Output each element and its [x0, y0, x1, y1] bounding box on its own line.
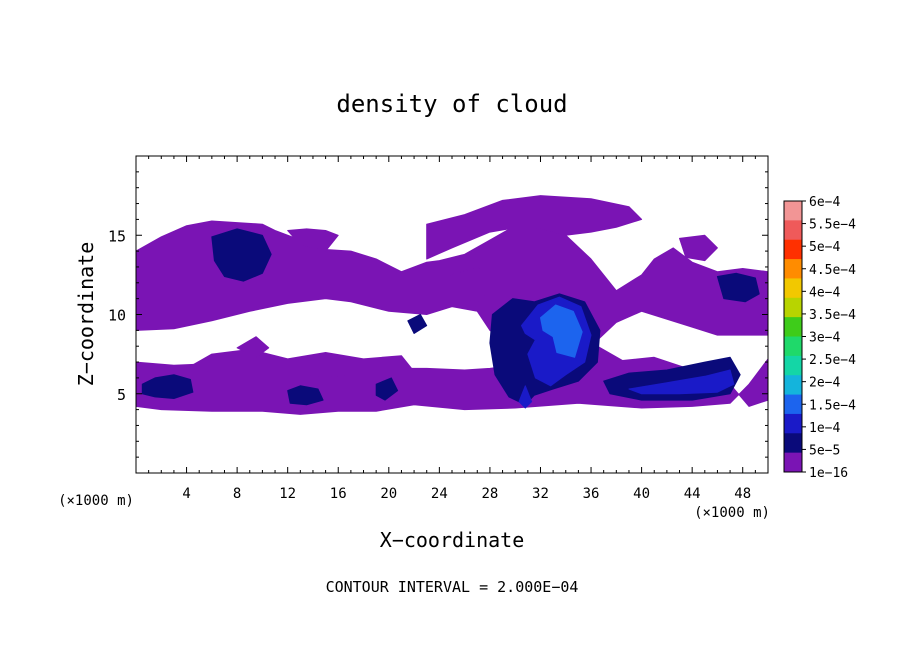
density-region-11 [211, 228, 272, 282]
colorbar-swatch [784, 201, 802, 221]
colorbar-label: 1e−16 [809, 466, 848, 481]
colorbar: 6e−4 5.5e−4 5e−4 4.5e−4 4e−4 3.5e−4 3e−4 2.5e−4… [783, 195, 856, 481]
x-tick-label: 36 [583, 486, 600, 502]
colorbar-label: 4e−4 [809, 285, 840, 300]
colorbar-label: 5e−4 [809, 240, 840, 255]
chart-title: density of cloud [336, 90, 567, 118]
density-region-17 [518, 385, 533, 409]
colorbar-label: 4.5e−4 [809, 263, 856, 278]
x-tick-label: 48 [734, 486, 751, 502]
colorbar-label: 3.5e−4 [809, 308, 856, 323]
y-tick-label: 10 [108, 307, 126, 325]
colorbar-swatch [784, 259, 802, 279]
colorbar-swatch [784, 239, 802, 260]
density-region-7 [236, 336, 270, 358]
density-region-5 [445, 266, 497, 303]
x-tick-label: 24 [431, 486, 448, 502]
colorbar-swatch [784, 297, 802, 318]
colorbar-label: 5.5e−4 [809, 218, 856, 233]
x-tick-label: 32 [532, 486, 549, 502]
x-unit-label: (×1000 m) [694, 505, 770, 521]
x-tick-label: 8 [233, 486, 241, 502]
density-region-13 [407, 314, 428, 334]
colorbar-label: 2e−4 [809, 376, 840, 391]
colorbar-label: 6e−4 [809, 195, 840, 210]
y-tick-label: 15 [108, 227, 126, 245]
density-region-8 [141, 374, 194, 399]
density-region-18 [628, 369, 735, 395]
colorbar-label: 5e−5 [809, 443, 840, 458]
colorbar-swatch [784, 433, 802, 454]
density-region-3 [426, 195, 643, 260]
colorbar-swatch [784, 317, 802, 337]
colorbar-swatch [784, 375, 802, 396]
colorbar-label: 1.5e−4 [809, 398, 856, 413]
density-region-4 [679, 234, 718, 262]
x-tick-label: 28 [481, 486, 498, 502]
colorbar-label: 2.5e−4 [809, 353, 856, 368]
colorbar-swatch [784, 278, 802, 299]
colorbar-swatch [784, 220, 802, 241]
x-axis-label: X−coordinate [380, 528, 525, 552]
contour-interval-note: CONTOUR INTERVAL = 2.000E−04 [326, 578, 579, 596]
colorbar-swatch [784, 355, 802, 376]
colorbar-swatch [784, 394, 802, 415]
x-tick-label: 44 [684, 486, 701, 502]
z-unit-label: (×1000 m) [58, 493, 134, 509]
density-region-2 [287, 228, 339, 252]
density-field [135, 195, 769, 415]
x-tick-label: 20 [380, 486, 397, 502]
x-tick-label: 16 [330, 486, 347, 502]
y-axis-label: Z−coordinate [74, 242, 98, 387]
colorbar-swatch [784, 336, 802, 357]
density-region-12 [716, 272, 760, 303]
density-region-9 [287, 385, 324, 406]
density-region-10 [375, 377, 399, 401]
colorbar-swatch [784, 413, 802, 434]
x-tick-label: 12 [279, 486, 296, 502]
x-tick-label: 40 [633, 486, 650, 502]
density-region-19 [540, 304, 583, 358]
y-tick-label: 5 [117, 386, 126, 404]
colorbar-label: 3e−4 [809, 331, 840, 346]
colorbar-label: 1e−4 [809, 421, 840, 436]
colorbar-swatch [784, 452, 802, 473]
x-tick-label: 4 [182, 486, 190, 502]
